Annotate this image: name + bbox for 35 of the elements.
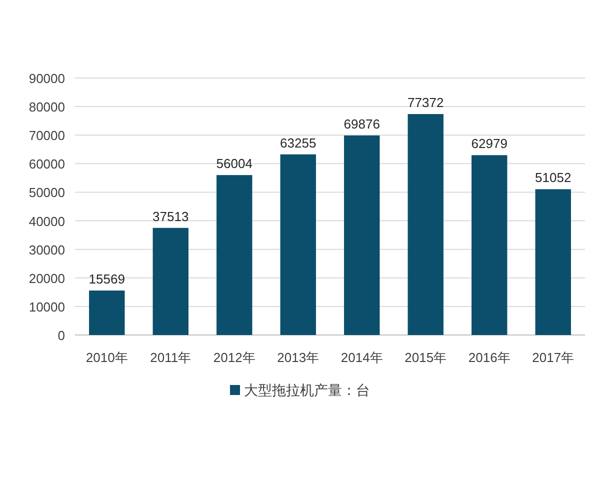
x-tick-label: 2017年	[532, 350, 574, 365]
y-tick-label: 40000	[28, 214, 65, 229]
data-label: 69876	[344, 116, 380, 132]
x-tick-label: 2016年	[468, 350, 510, 365]
bar	[280, 154, 316, 335]
y-tick-label: 0	[58, 328, 65, 343]
x-tick-label: 2014年	[340, 350, 383, 365]
x-tick-label: 2012年	[213, 350, 256, 365]
y-tick-label: 80000	[28, 100, 65, 115]
data-label: 56004	[216, 156, 252, 172]
data-label: 77372	[408, 95, 444, 110]
data-label: 63255	[280, 135, 316, 150]
bar	[535, 189, 571, 335]
y-tick-label: 10000	[28, 299, 65, 314]
x-tick-label: 2010年	[86, 350, 128, 365]
y-tick-label: 60000	[28, 156, 65, 172]
bar	[152, 228, 188, 335]
bar	[408, 114, 444, 335]
y-tick-label: 20000	[28, 270, 65, 286]
x-tick-label: 2013年	[277, 350, 320, 365]
y-tick-label: 90000	[28, 71, 65, 86]
bar	[89, 290, 125, 335]
x-tick-label: 2011年	[150, 350, 192, 365]
y-tick-label: 50000	[28, 185, 65, 200]
data-label: 15569	[88, 272, 125, 287]
bar	[216, 175, 252, 335]
bar	[472, 155, 508, 335]
data-label: 51052	[535, 170, 572, 186]
y-tick-label: 30000	[28, 242, 65, 258]
x-tick-label: 2015年	[404, 350, 447, 365]
data-label: 62979	[471, 136, 508, 152]
y-tick-label: 70000	[28, 128, 65, 144]
bar	[344, 135, 380, 335]
data-label: 37513	[152, 208, 189, 224]
legend-label: 大型拖拉机产量：台	[244, 382, 370, 398]
